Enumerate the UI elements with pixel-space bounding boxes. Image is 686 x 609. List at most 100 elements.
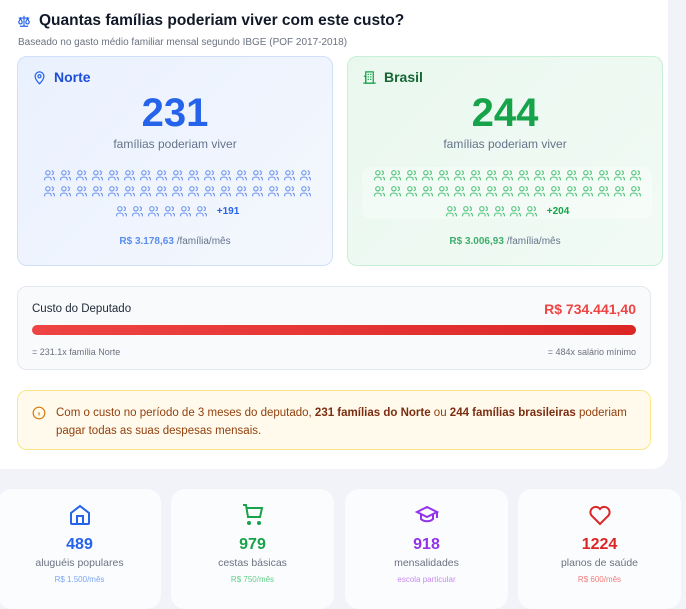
- stat-card: 1224 planos de saúde R$ 600/mês: [518, 489, 681, 609]
- users-icon: [549, 169, 562, 181]
- users-icon: [525, 205, 538, 217]
- users-icon: [283, 169, 296, 181]
- users-icon: [389, 169, 402, 181]
- users-icon: [123, 185, 136, 197]
- stat-card: 918 mensalidades escola particular: [345, 489, 508, 609]
- map-pin-icon: [34, 70, 45, 85]
- users-icon: [251, 169, 264, 181]
- panel-title: Quantas famílias poderiam viver com este…: [17, 12, 651, 30]
- users-icon: [283, 185, 296, 197]
- users-icon: [107, 185, 120, 197]
- users-icon: [91, 185, 104, 197]
- family-label: famílias poderiam viver: [113, 137, 237, 151]
- users-icon: [405, 185, 418, 197]
- users-icon: [155, 169, 168, 181]
- family-cost: R$ 3.006,93 /família/mês: [449, 236, 561, 247]
- users-icon: [389, 185, 402, 197]
- note-text: Com o custo no período de 3 meses do dep…: [56, 407, 627, 437]
- users-icon: [139, 185, 152, 197]
- family-count: 231: [141, 91, 209, 135]
- users-icon: [59, 169, 72, 181]
- stat-unit-cost: R$ 1.500/mês: [54, 575, 105, 584]
- users-icon: [565, 169, 578, 181]
- building-icon: [363, 70, 376, 84]
- users-icon: [235, 185, 248, 197]
- users-icon: [43, 185, 56, 197]
- users-icon: [437, 169, 450, 181]
- users-icon: [581, 185, 594, 197]
- cart-icon: [241, 504, 265, 531]
- users-icon: [597, 169, 610, 181]
- cost-value: R$ 734.441,40: [544, 301, 636, 317]
- users-icon: [597, 185, 610, 197]
- users-icon: [155, 185, 168, 197]
- users-icon: [469, 185, 482, 197]
- norte-card: Norte 231 famílias poderiam viver +191 R…: [17, 56, 333, 266]
- users-icon: [59, 185, 72, 197]
- users-icon: [203, 169, 216, 181]
- users-icon: [485, 169, 498, 181]
- stat-value: 979: [239, 536, 266, 553]
- users-icon: [235, 169, 248, 181]
- family-icons: +204: [362, 167, 652, 219]
- users-icon: [469, 169, 482, 181]
- users-icon: [75, 169, 88, 181]
- region-name: Norte: [54, 69, 91, 85]
- cost-label: Custo do Deputado: [32, 303, 132, 315]
- users-icon: [549, 185, 562, 197]
- users-icon: [453, 185, 466, 197]
- users-icon: [565, 185, 578, 197]
- family-count: 244: [471, 91, 539, 135]
- users-icon: [139, 169, 152, 181]
- users-icon: [267, 185, 280, 197]
- users-icon: [187, 185, 200, 197]
- region-name: Brasil: [384, 69, 423, 85]
- users-icon: [219, 185, 232, 197]
- heart-icon: [588, 505, 612, 531]
- users-icon: [437, 185, 450, 197]
- users-icon: [203, 185, 216, 197]
- more-count: +204: [546, 205, 570, 217]
- cost-bar: [32, 325, 636, 335]
- users-icon: [299, 169, 312, 181]
- users-icon: [445, 205, 458, 217]
- users-icon: [107, 169, 120, 181]
- users-icon: [509, 205, 522, 217]
- cost-norte-ratio: = 231.1x família Norte: [32, 347, 121, 357]
- users-icon: [115, 205, 128, 217]
- users-icon: [517, 185, 530, 197]
- users-icon: [373, 185, 386, 197]
- users-icon: [123, 169, 136, 181]
- stat-value: 918: [413, 536, 440, 553]
- stat-value: 1224: [581, 536, 618, 553]
- users-icon: [75, 185, 88, 197]
- stat-value: 489: [66, 536, 93, 553]
- deputy-cost-card: Custo do Deputado R$ 734.441,40 = 231.1x…: [17, 286, 651, 370]
- home-icon: [68, 504, 92, 531]
- users-icon: [171, 169, 184, 181]
- stat-unit-cost: R$ 750/mês: [230, 575, 275, 584]
- cost-salary-ratio: = 484x salário mínimo: [547, 347, 636, 357]
- users-icon: [453, 169, 466, 181]
- graduation-cap-icon: [414, 505, 439, 531]
- users-icon: [91, 169, 104, 181]
- family-cost: R$ 3.178,63 /família/mês: [119, 236, 231, 247]
- stat-card: 979 cestas básicas R$ 750/mês: [171, 489, 334, 609]
- stat-label: planos de saúde: [560, 557, 639, 569]
- stat-label: cestas básicas: [218, 557, 287, 569]
- users-icon: [163, 205, 176, 217]
- users-icon: [171, 185, 184, 197]
- users-icon: [187, 169, 200, 181]
- users-icon: [421, 185, 434, 197]
- info-note: Com o custo no período de 3 meses do dep…: [17, 390, 651, 450]
- stat-label: mensalidades: [394, 557, 459, 569]
- users-icon: [461, 205, 474, 217]
- users-icon: [267, 169, 280, 181]
- info-icon: [32, 406, 46, 420]
- scale-icon: [18, 15, 30, 27]
- users-icon: [373, 169, 386, 181]
- users-icon: [493, 205, 506, 217]
- stat-label: aluguéis populares: [35, 557, 124, 569]
- users-icon: [501, 169, 514, 181]
- panel-subtitle: Baseado no gasto médio familiar mensal s…: [18, 37, 348, 48]
